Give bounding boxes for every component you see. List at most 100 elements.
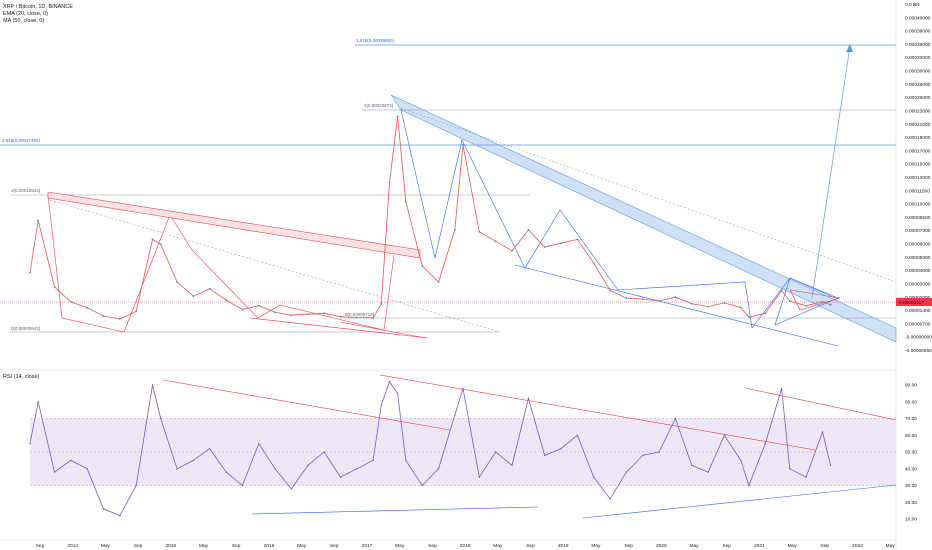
blue-triangle-pattern[interactable]	[774, 277, 839, 326]
time-tick-label: May	[788, 543, 798, 549]
blue-zigzag-pattern[interactable]	[400, 109, 836, 329]
time-tick-label: 2022	[852, 543, 863, 549]
rsi-point	[380, 404, 383, 406]
time-tick-label: 2021	[754, 543, 765, 549]
fib-label-top-high: 1(0.00022672)	[364, 103, 394, 108]
rsi-point	[707, 471, 709, 473]
current-price-badge	[896, 298, 932, 306]
price-point	[102, 315, 105, 318]
price-tick-label: 0.00002000	[905, 295, 931, 301]
rsi-point	[527, 397, 530, 400]
rsi-tick-label: 90.00	[905, 383, 917, 389]
rsi-legend[interactable]: RSI (14, close)	[3, 374, 40, 380]
price-point	[257, 304, 260, 307]
time-tick-label: May	[886, 543, 896, 549]
fib-label-ext-top: 1.618(0.00035950)	[356, 38, 395, 43]
rsi-point	[356, 468, 358, 470]
price-point	[396, 115, 399, 118]
descending-channel[interactable]	[390, 94, 897, 343]
price-point	[821, 301, 824, 303]
rsi-point	[625, 471, 628, 473]
rsi-point	[494, 451, 497, 453]
current-price-label: 0.00002117	[899, 300, 924, 306]
price-tick-label: 0.00033000	[905, 55, 931, 61]
rsi-point	[176, 468, 178, 470]
rsi-point	[241, 484, 244, 487]
price-point	[658, 300, 660, 302]
rsi-point	[740, 459, 742, 462]
rsi-red-trend-3[interactable]	[744, 387, 897, 421]
time-axis-ticks: Sep 2014 May Sep 2015 May Sep 2016 May Sep 2017 May…	[36, 543, 896, 549]
rsi-point	[290, 488, 293, 490]
price-tick-label: 0.00026000	[905, 95, 931, 101]
fib-label-ext-left: 1.618(0.00017462)	[2, 138, 41, 143]
red-trendline-bottom-2016[interactable]	[249, 317, 429, 339]
ma-legend[interactable]: MA (50, close, 0)	[3, 18, 44, 24]
rsi-point	[674, 417, 677, 420]
dotted-trendline-long[interactable]	[400, 107, 897, 283]
price-point	[494, 240, 497, 243]
price-point	[135, 310, 138, 313]
rsi-red-trend-1[interactable]	[162, 379, 451, 431]
rsi-point	[396, 392, 399, 395]
price-tick-label: 0.00004000	[905, 268, 931, 274]
rsi-point	[748, 484, 750, 487]
price-point	[511, 249, 513, 252]
rsi-tick-label: 30.00	[905, 483, 917, 489]
rsi-point	[576, 434, 579, 436]
price-tick-label: 0.00028000	[905, 82, 931, 88]
rsi-tick-label: 20.00	[905, 500, 917, 506]
red-trendline-bottom-2017[interactable]	[339, 321, 427, 339]
price-tick-label: 0.00023000	[905, 108, 931, 114]
price-point	[560, 242, 562, 245]
rsi-point	[37, 401, 39, 403]
rsi-point	[225, 471, 227, 473]
time-tick-label: 2017	[362, 543, 373, 549]
symbol-title[interactable]: XRP / Bitcoin, 1D, BINANCE	[3, 4, 73, 10]
time-tick-label: 2018	[460, 543, 471, 549]
price-tick-label: 0.00021000	[905, 122, 931, 128]
rsi-point	[829, 464, 832, 467]
ema-legend[interactable]: EMA (20, close, 0)	[3, 11, 48, 17]
price-point	[404, 200, 407, 203]
price-point	[739, 306, 742, 309]
rsi-point	[307, 464, 309, 467]
time-tick-label: Sep	[232, 543, 241, 549]
price-point	[453, 229, 456, 231]
price-point	[707, 305, 709, 308]
price-point	[527, 229, 530, 231]
price-tick-label: 0.00030000	[905, 69, 931, 75]
rsi-point	[543, 454, 546, 457]
rsi-point	[478, 476, 481, 478]
price-point	[208, 287, 211, 290]
rsi-point	[609, 498, 611, 500]
rsi-point	[119, 514, 121, 517]
rsi-tick-label: 60.00	[905, 433, 917, 439]
time-tick-label: Sep	[36, 543, 45, 549]
rsi-blue-trend-2[interactable]	[582, 484, 897, 519]
rsi-point	[339, 476, 342, 478]
rsi-series-layer	[29, 380, 832, 517]
rsi-point	[789, 468, 791, 470]
rsi-blue-trend-1[interactable]	[251, 506, 539, 515]
time-tick-label: Sep	[134, 543, 143, 549]
rsi-point	[764, 442, 766, 445]
rsi-axis-ticks: 90.00 80.00 70.00 60.00 50.00 40.00 30.00 20.00…	[905, 383, 917, 523]
time-tick-label: May	[297, 543, 307, 549]
time-tick-label: Sep	[624, 543, 633, 549]
time-tick-label: May	[395, 543, 405, 549]
rsi-point	[209, 447, 211, 450]
rsi-point	[821, 431, 824, 433]
price-tick-label: 0.00017000	[905, 148, 931, 154]
red-triangle-pattern[interactable]	[789, 289, 841, 311]
blue-support-line[interactable]	[514, 264, 839, 347]
price-point	[86, 306, 89, 309]
projection-arrow-line[interactable]	[811, 45, 851, 299]
rsi-red-trend-2[interactable]	[379, 374, 816, 451]
price-point	[176, 281, 178, 283]
red-zigzag-pattern[interactable]	[47, 194, 395, 333]
rsi-point	[560, 447, 562, 450]
rsi-point	[86, 468, 88, 470]
